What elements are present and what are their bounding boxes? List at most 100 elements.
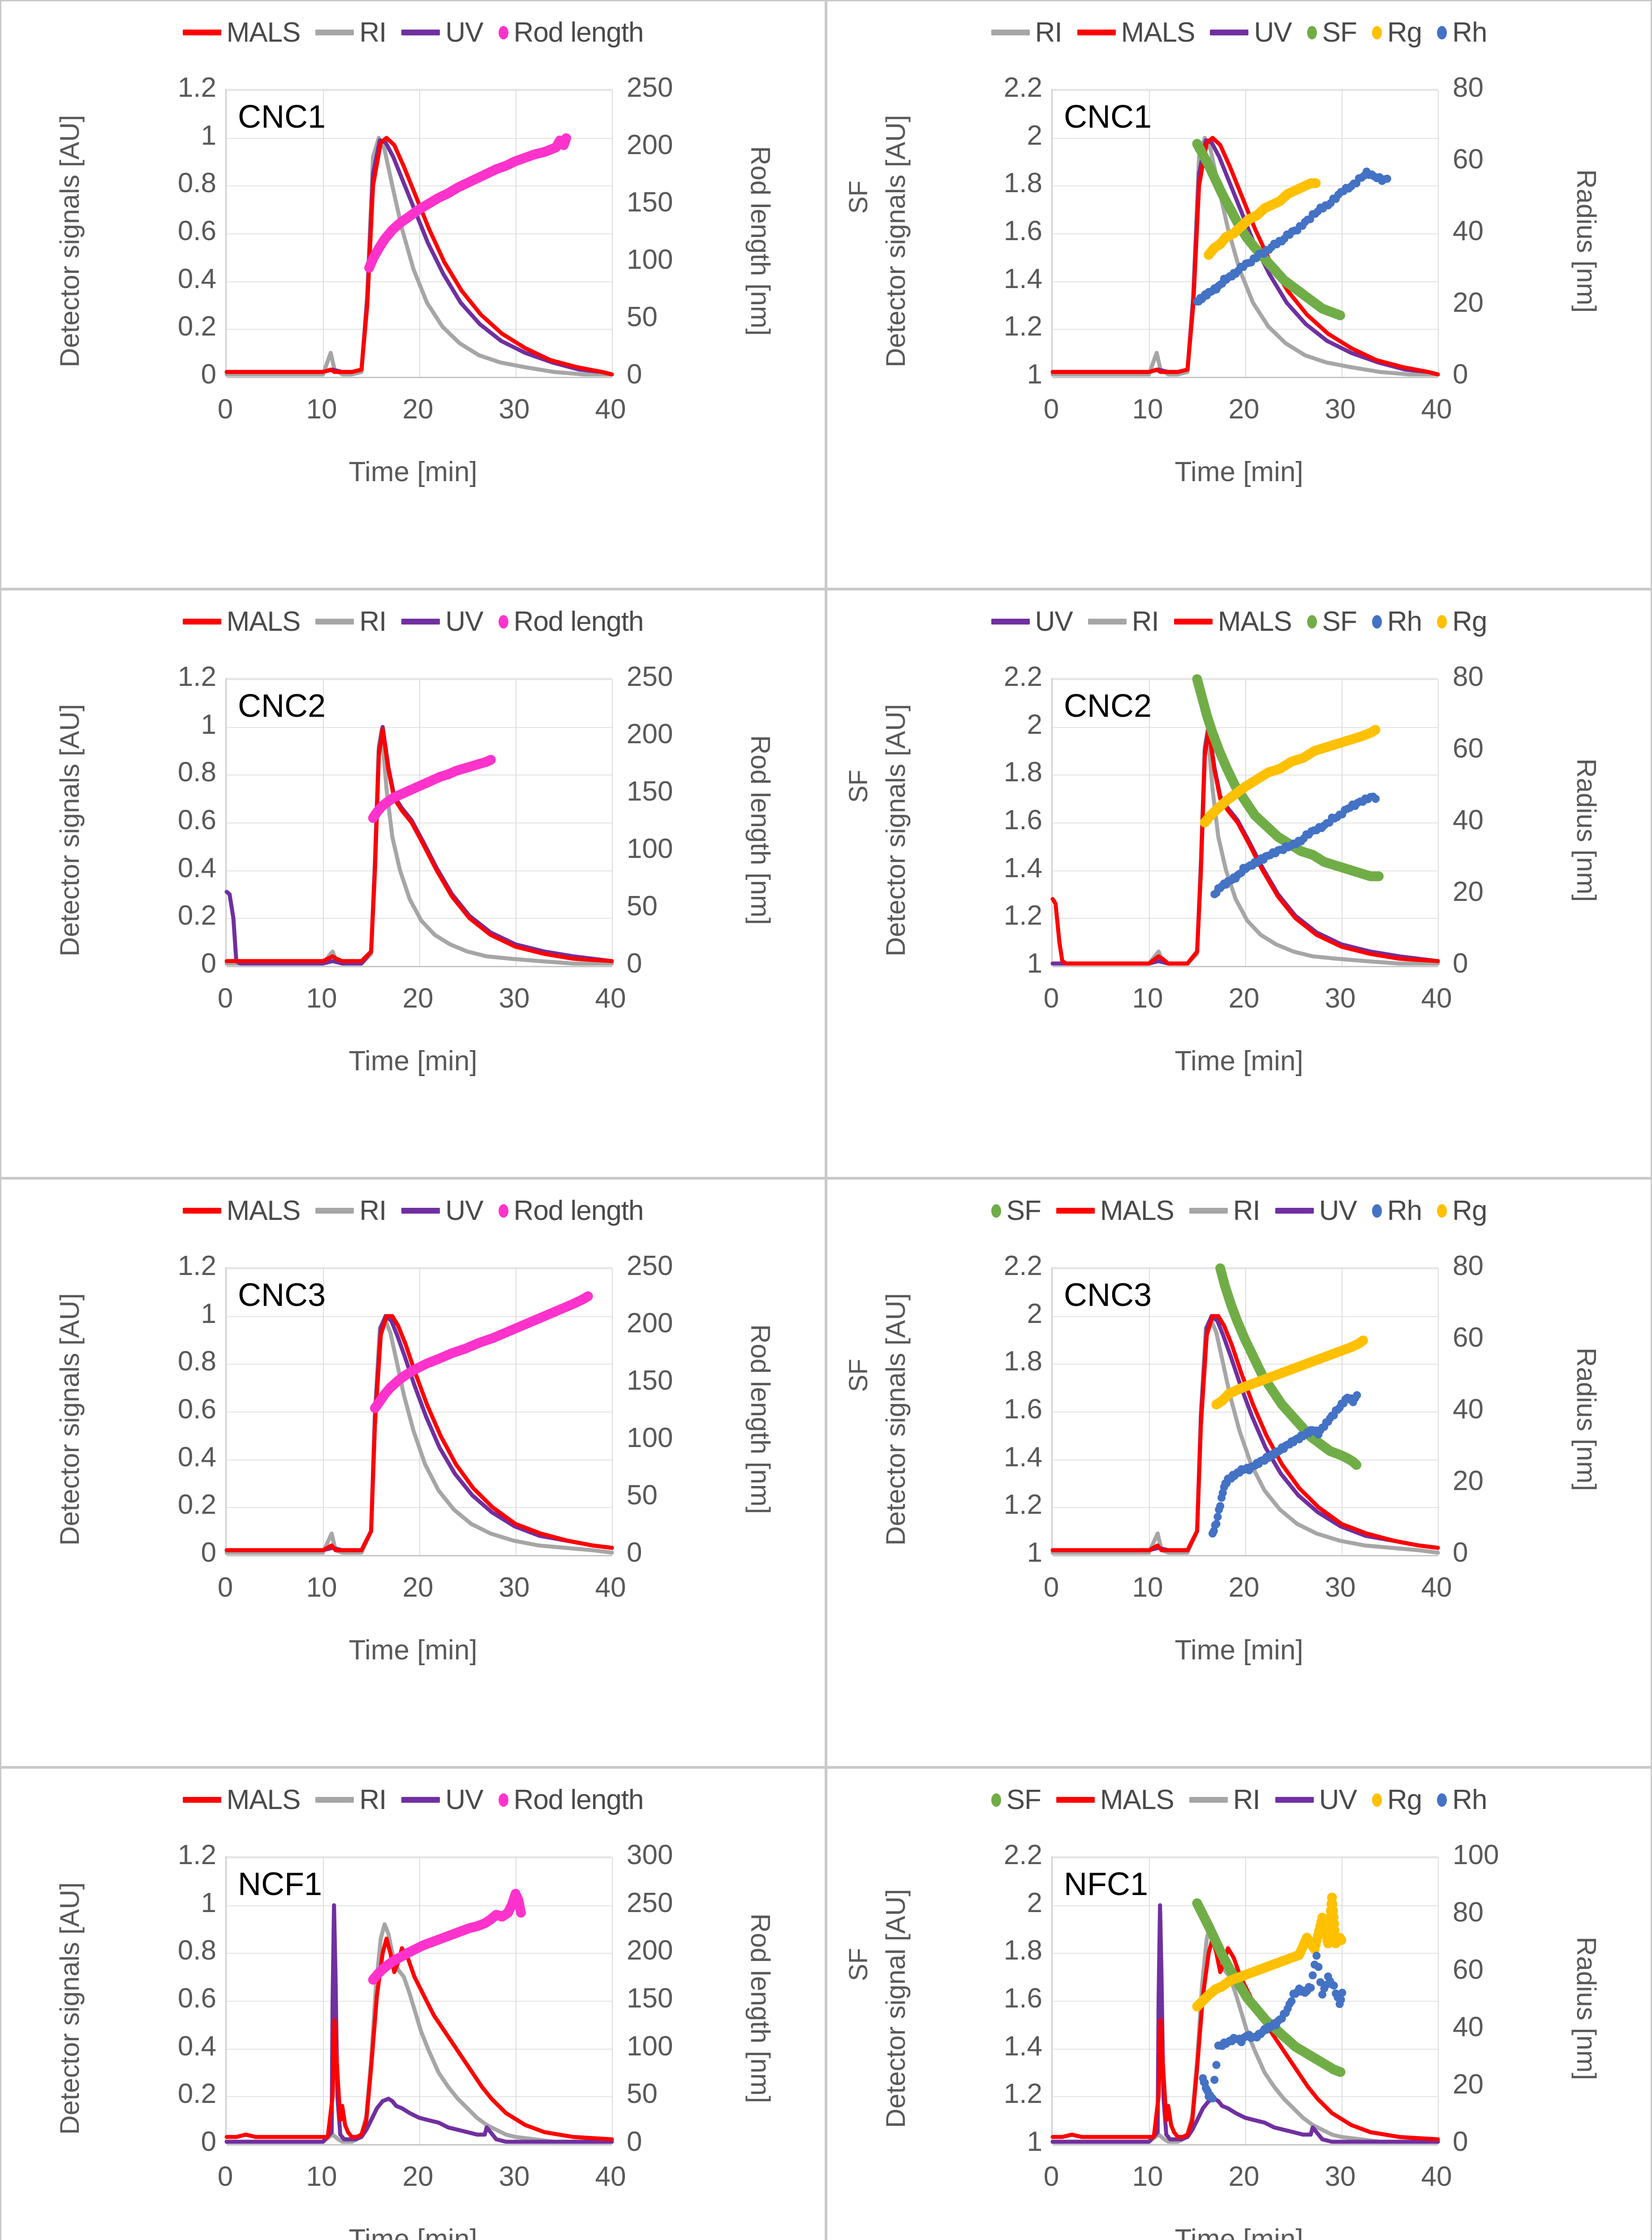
x-tick: 40 <box>595 1572 626 1603</box>
legend-item-rh[interactable]: Rh <box>1437 1784 1487 1816</box>
legend-item-uv[interactable]: UV <box>991 606 1073 638</box>
y-tick-left: 0.8 <box>177 1346 216 1377</box>
legend-item-ri[interactable]: RI <box>1088 606 1159 638</box>
legend-label: RI <box>359 1784 387 1815</box>
legend-item-mals[interactable]: MALS <box>182 1195 301 1227</box>
plot-area <box>224 89 614 378</box>
x-tick: 10 <box>306 2161 337 2192</box>
x-tick: 30 <box>499 983 530 1014</box>
legend-item-mals[interactable]: MALS <box>182 1784 301 1816</box>
gridline-vertical <box>612 679 613 966</box>
legend-item-sf[interactable]: SF <box>1307 17 1357 48</box>
legend-item-rh[interactable]: Rh <box>1372 1195 1422 1227</box>
legend-label: SF <box>1006 1195 1041 1226</box>
legend-line-swatch <box>315 1208 354 1214</box>
legend-item-ri[interactable]: RI <box>315 1195 387 1227</box>
y-tick-right: 0 <box>1453 1537 1468 1568</box>
legend-item-sf[interactable]: SF <box>991 1784 1041 1816</box>
x-tick: 20 <box>402 2161 434 2192</box>
y-tick-right: 0 <box>1453 2126 1468 2157</box>
legend-label: RI <box>359 606 387 637</box>
legend-item-ri[interactable]: RI <box>1189 1195 1261 1227</box>
legend-item-mals[interactable]: MALS <box>1056 1195 1174 1227</box>
legend-item-uv[interactable]: UV <box>401 1195 484 1227</box>
y-tick-left: 0.4 <box>177 1441 216 1473</box>
legend-item-uv[interactable]: UV <box>401 1784 484 1816</box>
y-tick-left: 1.6 <box>1003 1983 1042 2014</box>
legend-item-mals[interactable]: MALS <box>1174 606 1292 638</box>
legend-label: RI <box>359 17 387 48</box>
legend-item-mals[interactable]: MALS <box>1077 17 1195 48</box>
x-axis-line <box>227 966 612 967</box>
legend-item-rod-length[interactable]: Rod length <box>498 606 644 638</box>
gridline-vertical <box>323 679 324 966</box>
plot-wrapper: Detector signals [AU] SF 2.2 2 1.8 1.6 1.4 1.2 1… <box>827 658 1651 1177</box>
legend-item-ri[interactable]: RI <box>315 1784 387 1816</box>
y-axis-left-label: Detector signals [AU] <box>881 115 911 367</box>
legend-item-uv[interactable]: UV <box>401 606 484 638</box>
legend-dot-swatch <box>498 615 508 629</box>
legend-item-sf[interactable]: SF <box>991 1195 1041 1227</box>
chart-panel-cnc3-right: SF MALS RI UV Rh Rg Detector signals [AU] SF 2.2… <box>826 1178 1652 1767</box>
x-tick: 40 <box>595 983 626 1014</box>
legend-item-ri[interactable]: RI <box>315 606 387 638</box>
plot-wrapper: Detector signals [AU] 1.2 1 0.8 0.6 0.4 0.2 0 30… <box>1 1836 825 2240</box>
legend-item-rod-length[interactable]: Rod length <box>498 17 644 48</box>
legend-item-uv[interactable]: UV <box>1210 17 1292 48</box>
y-tick-right: 40 <box>1453 1394 1484 1425</box>
legend-item-rh[interactable]: Rh <box>1437 17 1487 48</box>
legend-item-rh[interactable]: Rh <box>1372 606 1422 638</box>
y-tick-left: 2.2 <box>1003 661 1042 692</box>
y-tick-right: 80 <box>1453 1897 1484 1928</box>
y-tick-right: 80 <box>1453 1250 1484 1281</box>
legend-label: Rh <box>1387 606 1422 637</box>
legend-item-mals[interactable]: MALS <box>182 17 301 48</box>
legend-label: Rod length <box>513 606 644 637</box>
legend-item-rod-length[interactable]: Rod length <box>498 1195 644 1227</box>
legend-item-sf[interactable]: SF <box>1307 606 1357 638</box>
legend-item-rg[interactable]: Rg <box>1437 606 1487 638</box>
y-tick-left: 1.2 <box>1003 2078 1042 2110</box>
legend-line-swatch <box>1189 1797 1228 1803</box>
legend-item-rod-length[interactable]: Rod length <box>498 1784 644 1816</box>
panel-title: CNC3 <box>238 1277 326 1313</box>
plot-wrapper: Detector signals [AU] 1.2 1 0.8 0.6 0.4 0.2 0 25… <box>1 1247 825 1766</box>
legend-item-rg[interactable]: Rg <box>1372 17 1422 48</box>
gridline-vertical <box>612 1857 613 2144</box>
chart-panel-cnc1-left: MALS RI UV Rod length Detector signals [AU] 1… <box>0 0 826 589</box>
legend-item-uv[interactable]: UV <box>1275 1195 1357 1227</box>
gridline-vertical <box>323 90 324 377</box>
y-tick-right: 40 <box>1453 215 1484 246</box>
series-line-mals <box>1050 136 1440 377</box>
legend-line-swatch <box>401 1797 440 1803</box>
gridline-vertical <box>419 1268 420 1555</box>
legend-label: UV <box>1254 17 1292 48</box>
y-tick-right: 60 <box>1453 144 1484 175</box>
legend-item-ri[interactable]: RI <box>315 17 387 48</box>
legend-item-mals[interactable]: MALS <box>182 606 301 638</box>
y-tick-left: 1.2 <box>1003 1489 1042 1521</box>
plot-wrapper: Detector signals [AU] 1.2 1 0.8 0.6 0.4 0.2 0 25… <box>1 69 825 588</box>
sf-axis-label: SF <box>844 1947 873 1981</box>
legend-item-ri[interactable]: RI <box>991 17 1063 48</box>
legend-item-rg[interactable]: Rg <box>1437 1195 1487 1227</box>
plot-area <box>1050 1263 1440 1556</box>
legend-item-uv[interactable]: UV <box>401 17 484 48</box>
y-tick-left: 2 <box>1027 1298 1042 1329</box>
legend-item-rg[interactable]: Rg <box>1372 1784 1422 1816</box>
plot-area <box>224 678 614 967</box>
y-tick-right: 300 <box>627 1839 673 1870</box>
legend-label: UV <box>1319 1784 1357 1815</box>
legend-line-swatch <box>1210 30 1249 35</box>
y-tick-left: 1.2 <box>177 661 216 692</box>
legend-item-mals[interactable]: MALS <box>1056 1784 1174 1816</box>
y-tick-right: 0 <box>1453 359 1468 390</box>
y-tick-left: 1 <box>201 1298 216 1329</box>
x-tick: 20 <box>402 983 434 1014</box>
y-tick-left: 1 <box>1027 948 1042 979</box>
legend-item-uv[interactable]: UV <box>1275 1784 1357 1816</box>
legend-dot-swatch <box>498 1793 508 1807</box>
legend-dot-swatch <box>1372 1793 1382 1807</box>
chart-curves <box>1050 1263 1440 1555</box>
legend-item-ri[interactable]: RI <box>1189 1784 1261 1816</box>
